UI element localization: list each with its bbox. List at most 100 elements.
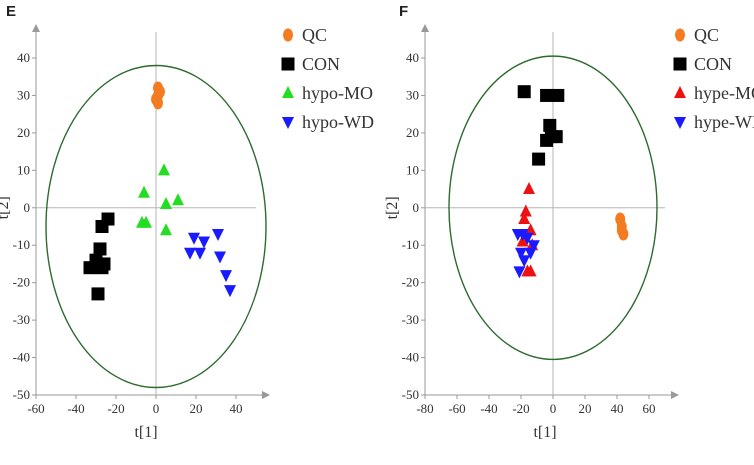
con-point [532,152,546,166]
y-tick-label: 20 [17,125,30,140]
y-tick-label: 40 [406,50,419,65]
legend-label-hypo-wd: hypo-WD [302,112,374,132]
y-tick-label: -20 [402,275,419,290]
legend-marker-hypo-wd [282,117,294,129]
x-axis-title: t[1] [533,424,556,441]
y-tick-label: 10 [406,162,419,177]
hypo-wd-point [214,251,226,264]
con-point [83,261,97,275]
legend-label-con: CON [694,54,732,74]
x-tick-label: 0 [550,401,557,416]
con-point [517,85,531,99]
hypo-wd-point [194,247,206,260]
chart-f: -80 -60 -40 -20 0 20 40 60 -50 -40 -30 -20 -10 0 10 20 3… [384,24,679,441]
x-tick-label: -40 [480,401,497,416]
hypo-wd-point [220,270,232,283]
legend-label-con: CON [302,54,340,74]
con-point [540,88,554,102]
con-point [543,118,557,132]
legend-marker-con [281,57,295,71]
legend-label-hype-wd: hype-WD [694,112,754,132]
panel-label-f: F [399,3,408,20]
y-tick-label: -40 [13,350,30,365]
hypo-mo-point [160,223,172,236]
hypo-wd-point [184,247,196,260]
x-tick-label: 0 [153,401,160,416]
hypo-wd-point [198,236,210,249]
hypo-wd-point [188,232,200,245]
legend-marker-qc [283,28,293,42]
hype-mo-point [524,264,537,277]
y-tick-label: -40 [402,350,419,365]
y-tick-label: 20 [406,125,419,140]
confidence-ellipse [448,55,658,361]
x-tick-label: -20 [107,401,124,416]
hype-wd-point [524,247,537,260]
qc-point [618,227,629,241]
x-tick-label: -20 [512,401,529,416]
panel-label-e: E [6,3,16,20]
y-tick-label: -20 [13,275,30,290]
legend-label-hype-mo: hype-MO [694,83,754,103]
hype-wd-point [521,232,534,245]
hype-mo-point [523,182,535,195]
con-point [93,242,107,256]
hype-mo-point [518,212,531,225]
x-tick-label: 40 [611,401,624,416]
legend-f: QC CON hype-MO hype-WD [673,25,754,132]
y-axis-title: t[2] [384,196,401,219]
con-point [551,88,565,102]
legend-marker-hypo-mo [282,86,294,98]
con-point [91,287,105,301]
legend-marker-qc [675,28,685,42]
x-tick-label: -40 [67,401,84,416]
con-point [95,220,109,233]
hypo-mo-point [160,197,172,210]
y-tick-label: 0 [413,200,420,215]
hype-mo-point [524,223,537,236]
legend-e: QC CON hypo-MO hypo-WD [281,25,374,132]
x-tick-label: -60 [27,401,44,416]
legend-marker-con [673,57,687,71]
hypo-mo-point [138,185,150,198]
legend-label-hypo-mo: hypo-MO [302,83,373,103]
y-tick-label: 40 [17,50,30,65]
hypo-mo-point [140,215,152,228]
x-tick-label: 40 [230,401,243,416]
hypo-wd-point [224,285,236,298]
hypo-wd-point [212,228,224,241]
y-tick-label: -50 [13,387,30,402]
x-tick-label: -60 [448,401,465,416]
legend-label-qc: QC [694,25,719,45]
x-tick-label: 60 [643,401,656,416]
y-tick-label: 30 [17,87,30,102]
legend-label-qc: QC [302,25,327,45]
con-point [540,133,554,147]
y-tick-label: -30 [402,312,419,327]
x-axis-title: t[1] [134,424,157,441]
y-axis-title: t[2] [0,196,12,219]
y-tick-label: 30 [406,87,419,102]
legend-marker-hype-wd [674,117,686,129]
chart-e: -60 -40 -20 0 20 40 -50 -40 -30 -20 -10 0 10 20 30 40 t[… [0,24,270,441]
hype-mo-point [519,204,532,217]
x-tick-label: 20 [579,401,592,416]
y-tick-label: -50 [402,387,419,402]
hype-wd-point [515,247,527,260]
y-tick-label: 10 [17,162,30,177]
hype-wd-point [513,266,526,279]
hype-wd-point [518,255,531,268]
y-tick-label: -10 [402,237,419,252]
y-tick-label: -30 [13,312,30,327]
hypo-mo-point [172,193,184,206]
qc-point [153,96,163,110]
confidence-ellipse [45,64,267,389]
legend-marker-hype-mo [674,86,686,98]
y-tick-label: -10 [13,237,30,252]
y-tick-label: 0 [24,200,31,215]
hype-wd-point [527,240,540,253]
x-tick-label: 20 [190,401,203,416]
x-tick-label: -80 [416,401,433,416]
hypo-mo-point [158,163,170,176]
